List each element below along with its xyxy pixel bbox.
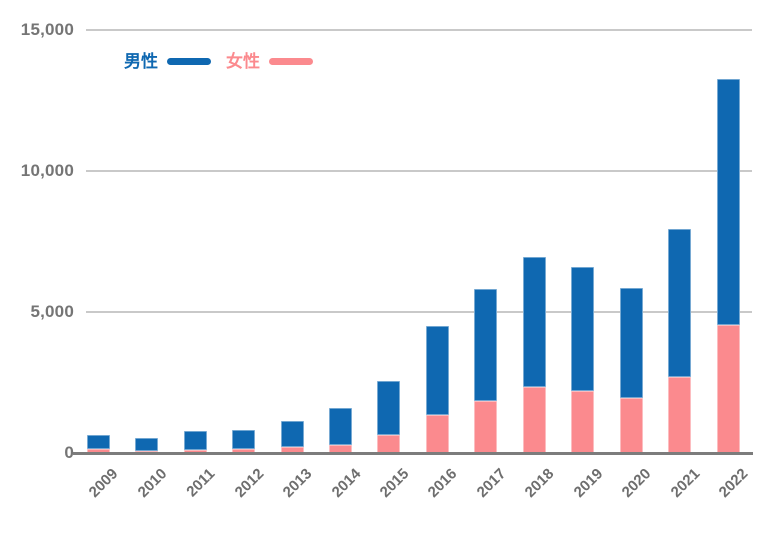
bar-2019-male[interactable] (571, 266, 595, 391)
bar-2019-female[interactable] (571, 390, 595, 453)
y-tick-label-5,000: 5,000 (30, 302, 74, 321)
bar-2014-male[interactable] (329, 408, 352, 445)
gridline-5,000 (86, 311, 752, 313)
bar-2009-female[interactable] (86, 448, 110, 453)
bar-2022-female[interactable] (716, 324, 740, 453)
bar-2012-male[interactable] (232, 430, 256, 450)
bar-2009-male[interactable] (86, 435, 110, 449)
bar-2020-male[interactable] (619, 288, 643, 398)
legend-label-female: 女性 (226, 52, 260, 71)
bar-2021-female[interactable] (668, 376, 692, 453)
bar-2011-male[interactable] (183, 431, 207, 451)
bar-2021-male[interactable] (668, 228, 692, 377)
bar-2011-female[interactable] (183, 450, 207, 453)
bar-2014-female[interactable] (329, 444, 352, 453)
bar-2015-female[interactable] (377, 434, 401, 453)
bar-2017-male[interactable] (474, 289, 498, 401)
gridline-15,000 (86, 29, 752, 31)
y-tick-label-10,000: 10,000 (20, 161, 74, 180)
bar-2013-male[interactable] (280, 420, 304, 448)
bar-2015-male[interactable] (377, 381, 401, 435)
y-tick-label-15,000: 15,000 (20, 20, 74, 39)
bar-2016-male[interactable] (425, 326, 449, 415)
x-axis-line (73, 452, 753, 455)
gridline-10,000 (86, 170, 752, 172)
bar-2022-male[interactable] (716, 79, 740, 325)
bar-2020-female[interactable] (619, 398, 643, 453)
bar-2018-female[interactable] (522, 386, 546, 453)
bar-2010-male[interactable] (135, 438, 159, 452)
legend-swatch-female-icon (269, 58, 313, 65)
legend-label-male: 男性 (124, 52, 158, 71)
legend: 男性 女性 (124, 51, 313, 72)
bar-2012-female[interactable] (232, 449, 256, 453)
y-tick-label-0: 0 (64, 443, 74, 462)
bar-2016-female[interactable] (425, 414, 449, 453)
legend-swatch-male-icon (167, 58, 211, 65)
bar-2018-male[interactable] (522, 257, 546, 387)
bar-2017-female[interactable] (474, 400, 498, 453)
bar-2013-female[interactable] (280, 447, 304, 453)
legend-item-female[interactable]: 女性 (226, 51, 313, 72)
legend-item-male[interactable]: 男性 (124, 51, 211, 72)
